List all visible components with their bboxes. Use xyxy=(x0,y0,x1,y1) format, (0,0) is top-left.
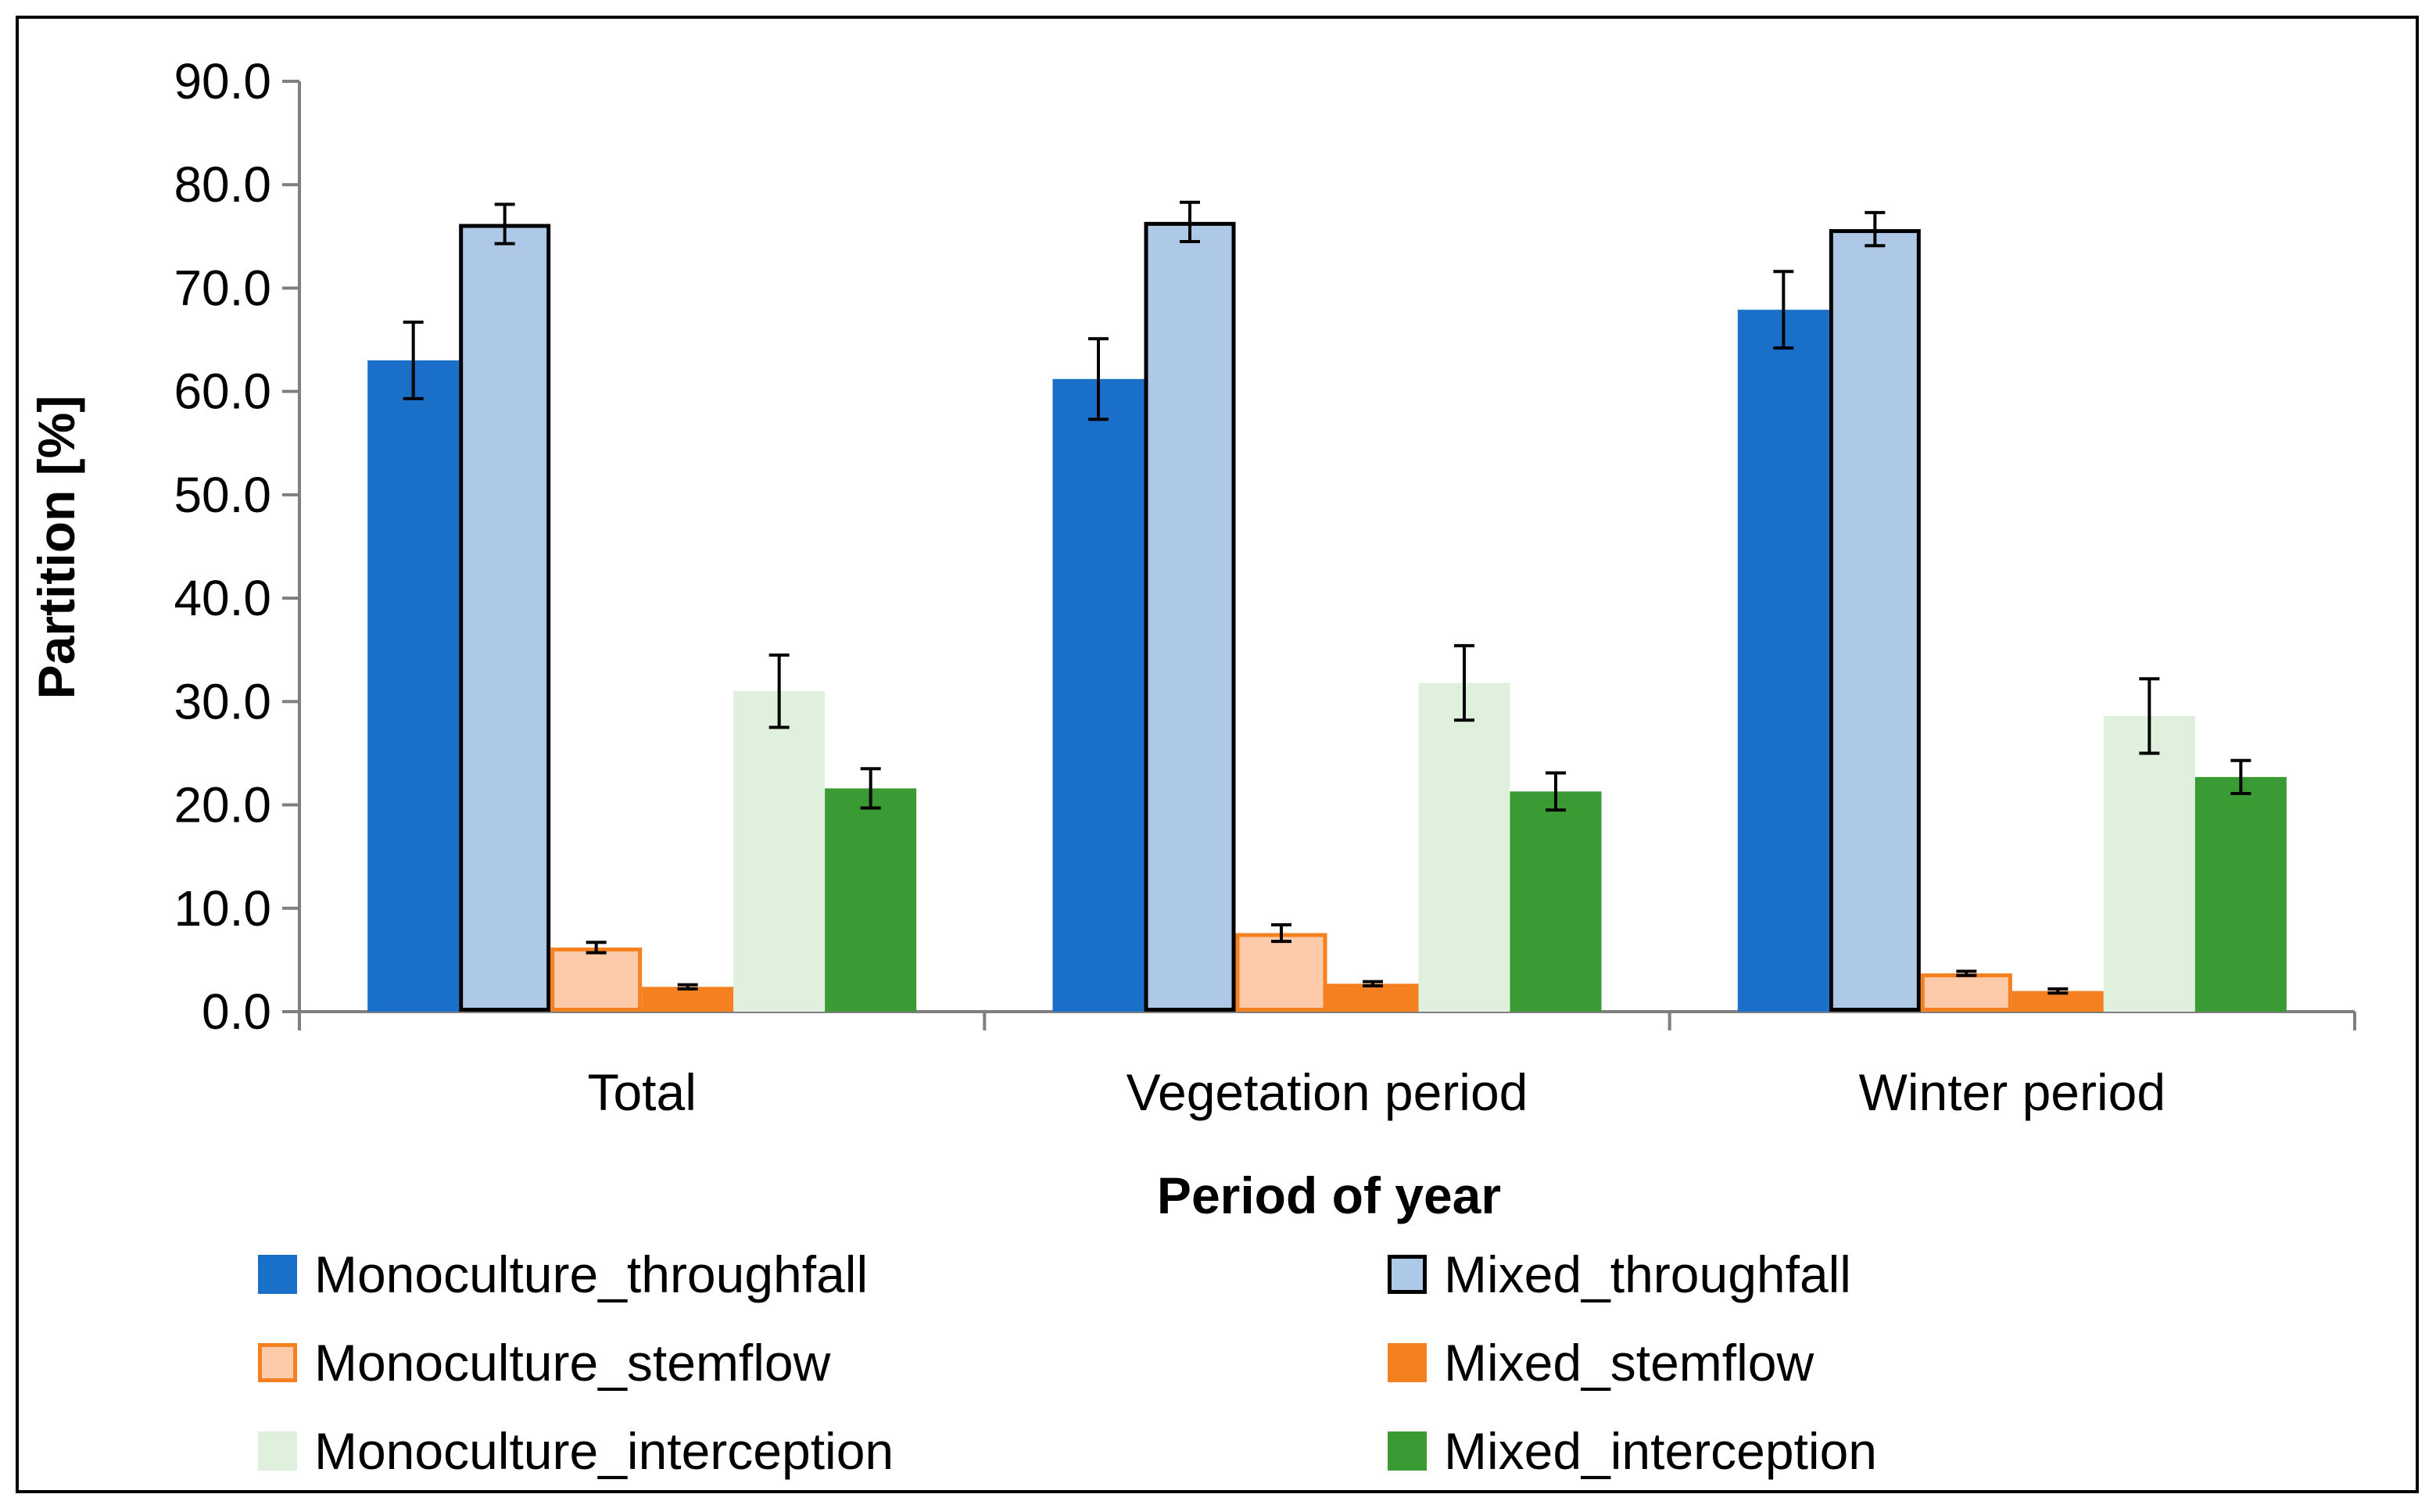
legend-label: Mixed_stemflow xyxy=(1444,1334,1814,1392)
x-tick-label: Winter period xyxy=(1859,1063,2166,1121)
legend-label: Monoculture_stemflow xyxy=(314,1334,831,1392)
y-axis: 0.0 10.0 20.0 30.0 40.0 50.0 60.0 70.0 80.0 90.0 xyxy=(174,53,301,1040)
y-tick-label: 60.0 xyxy=(174,364,271,420)
bar-mixed-throughfall-vegetation-period xyxy=(1144,221,1236,1012)
bar-mixed-stemflow-total xyxy=(642,987,734,1012)
legend-label: Mixed_throughfall xyxy=(1444,1245,1851,1303)
y-tick-label: 70.0 xyxy=(174,260,271,316)
bar-mixed-interception-total xyxy=(825,788,917,1012)
y-tick-label: 30.0 xyxy=(174,673,271,729)
bar-monoculture-throughfall-winter-period xyxy=(1737,310,1829,1012)
bar-monoculture-interception-winter-period xyxy=(2103,715,2195,1012)
category-labels: Total Vegetation period Winter period xyxy=(587,1063,2166,1121)
legend-label: Mixed_interception xyxy=(1444,1422,1877,1480)
y-tick-label: 0.0 xyxy=(202,984,271,1040)
bar-monoculture-stemflow-vegetation-period xyxy=(1235,933,1327,1012)
legend-swatch xyxy=(1388,1431,1427,1471)
legend-swatch xyxy=(1388,1255,1427,1294)
legend-label: Monoculture_interception xyxy=(314,1422,894,1480)
legend-swatch xyxy=(258,1255,297,1294)
y-tick-label: 20.0 xyxy=(174,777,271,833)
legend-label: Monoculture_throughfall xyxy=(314,1245,868,1303)
error-bars xyxy=(403,200,2252,995)
bar-monoculture-stemflow-winter-period xyxy=(1920,973,2012,1012)
bars xyxy=(367,221,2287,1012)
bar-mixed-interception-winter-period xyxy=(2194,776,2287,1012)
y-tick-label: 40.0 xyxy=(174,570,271,626)
legend-swatch xyxy=(258,1343,297,1382)
bar-monoculture-interception-total xyxy=(733,691,826,1012)
legend-swatch xyxy=(1388,1343,1427,1382)
bar-mixed-interception-vegetation-period xyxy=(1510,791,1602,1012)
y-tick-label: 50.0 xyxy=(174,467,271,523)
bar-monoculture-stemflow-total xyxy=(550,948,643,1012)
y-axis-title: Partition [%] xyxy=(27,396,85,700)
bar-monoculture-throughfall-total xyxy=(367,360,460,1012)
y-tick-label: 90.0 xyxy=(174,53,271,109)
bar-mixed-throughfall-total xyxy=(459,224,551,1012)
bar-mixed-stemflow-vegetation-period xyxy=(1327,984,1419,1012)
bar-mixed-throughfall-winter-period xyxy=(1829,229,1921,1012)
bar-monoculture-throughfall-vegetation-period xyxy=(1052,378,1145,1012)
x-tick-label: Total xyxy=(587,1063,696,1121)
legend-swatch xyxy=(258,1431,297,1471)
y-tick-label: 80.0 xyxy=(174,156,271,213)
y-tick-label: 10.0 xyxy=(174,880,271,937)
legend: Monoculture_throughfall Mixed_throughfall… xyxy=(258,1245,1877,1480)
x-axis xyxy=(298,1010,2356,1030)
x-tick-label: Vegetation period xyxy=(1127,1063,1528,1121)
x-axis-title: Period of year xyxy=(1157,1166,1501,1224)
bar-monoculture-interception-vegetation-period xyxy=(1418,683,1510,1012)
